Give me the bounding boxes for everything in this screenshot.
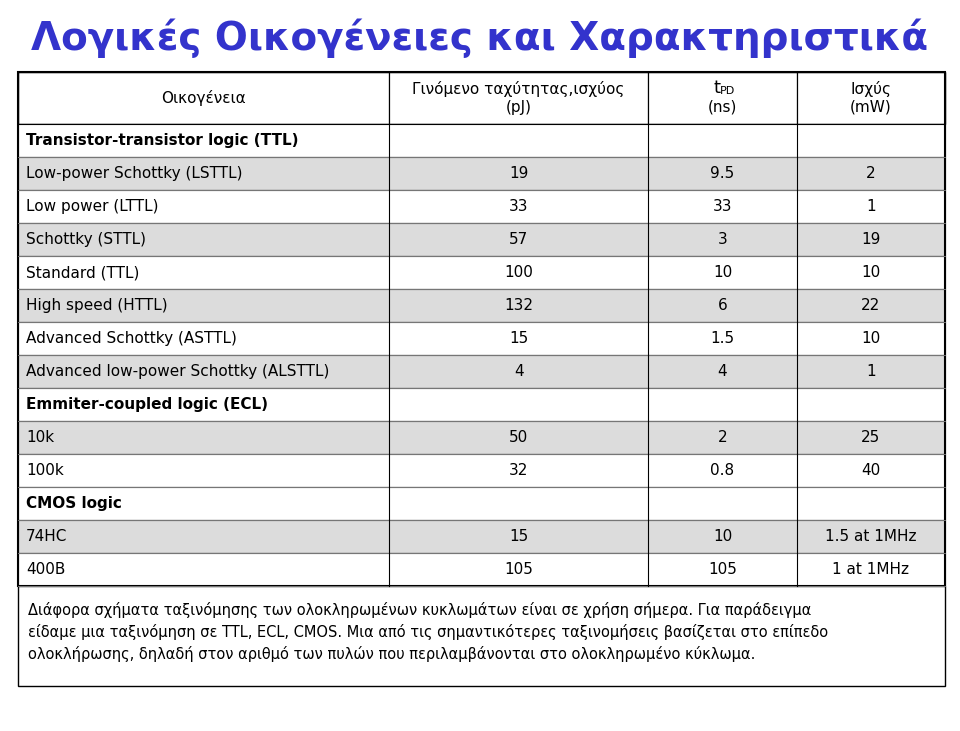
Text: 100: 100 (504, 265, 533, 280)
Text: 400B: 400B (26, 562, 65, 577)
Text: 1 at 1MHz: 1 at 1MHz (832, 562, 909, 577)
Bar (18, 421, 945, 454)
Bar (18, 454, 945, 487)
Text: 0.8: 0.8 (710, 463, 734, 478)
Bar (18, 355, 945, 388)
Bar (18, 256, 945, 289)
Text: 15: 15 (509, 331, 528, 346)
Bar (18, 553, 945, 586)
Text: 74HC: 74HC (26, 529, 67, 544)
Text: 40: 40 (861, 463, 880, 478)
Text: (ns): (ns) (708, 100, 737, 115)
Text: Schottky (STTL): Schottky (STTL) (26, 232, 146, 247)
Text: 1: 1 (866, 199, 876, 214)
Bar (18, 586, 945, 686)
Text: 15: 15 (509, 529, 528, 544)
Text: 105: 105 (504, 562, 533, 577)
Bar (18, 388, 945, 421)
Text: Λογικές Οικογένειες και Χαρακτηριστικά: Λογικές Οικογένειες και Χαρακτηριστικά (32, 18, 928, 58)
Text: 1.5 at 1MHz: 1.5 at 1MHz (825, 529, 917, 544)
Text: 3: 3 (718, 232, 728, 247)
Text: High speed (HTTL): High speed (HTTL) (26, 298, 168, 313)
Text: 10: 10 (713, 265, 732, 280)
Text: (mW): (mW) (850, 100, 892, 115)
Text: 57: 57 (509, 232, 528, 247)
Text: (pJ): (pJ) (506, 100, 532, 115)
Text: Γινόμενο ταχύτητας,ισχύος: Γινόμενο ταχύτητας,ισχύος (413, 81, 625, 97)
Text: Transistor-transistor logic (TTL): Transistor-transistor logic (TTL) (26, 133, 299, 148)
Text: Low-power Schottky (LSTTL): Low-power Schottky (LSTTL) (26, 166, 243, 181)
Text: 132: 132 (504, 298, 533, 313)
Bar (797, 72, 945, 124)
Bar (389, 72, 648, 124)
Text: 2: 2 (718, 430, 728, 445)
Text: Advanced low-power Schottky (ALSTTL): Advanced low-power Schottky (ALSTTL) (26, 364, 329, 379)
Text: 1.5: 1.5 (710, 331, 734, 346)
Text: 25: 25 (861, 430, 880, 445)
Bar (18, 157, 945, 190)
Bar (18, 322, 945, 355)
Text: 2: 2 (866, 166, 876, 181)
Text: 1: 1 (866, 364, 876, 379)
Bar (18, 124, 945, 157)
Text: Advanced Schottky (ASTTL): Advanced Schottky (ASTTL) (26, 331, 237, 346)
Text: 10k: 10k (26, 430, 54, 445)
Text: 50: 50 (509, 430, 528, 445)
Text: 9.5: 9.5 (710, 166, 734, 181)
Text: 33: 33 (712, 199, 732, 214)
Text: Low power (LTTL): Low power (LTTL) (26, 199, 158, 214)
Text: t: t (713, 79, 720, 96)
Text: 10: 10 (861, 265, 880, 280)
Text: Ισχύς: Ισχύς (851, 81, 891, 97)
Text: PD: PD (720, 86, 735, 96)
Bar (18, 520, 945, 553)
Text: 6: 6 (718, 298, 728, 313)
Text: 32: 32 (509, 463, 528, 478)
Text: ολοκλήρωσης, δηλαδή στον αριθμό των πυλών που περιλαμβάνονται στο ολοκληρωμένο κ: ολοκλήρωσης, δηλαδή στον αριθμό των πυλώ… (28, 646, 756, 662)
Text: 10: 10 (713, 529, 732, 544)
Bar (18, 72, 945, 124)
Text: είδαμε μια ταξινόμηση σε TTL, ECL, CMOS. Μια από τις σημαντικότερες ταξινομήσεις: είδαμε μια ταξινόμηση σε TTL, ECL, CMOS.… (28, 624, 828, 640)
Bar (18, 487, 945, 520)
Text: Διάφορα σχήματα ταξινόμησης των ολοκληρωμένων κυκλωμάτων είναι σε χρήση σήμερα. : Διάφορα σχήματα ταξινόμησης των ολοκληρω… (28, 602, 811, 618)
Text: 19: 19 (509, 166, 528, 181)
Bar (18, 72, 945, 586)
Text: 4: 4 (718, 364, 728, 379)
Text: Οικογένεια: Οικογένεια (161, 90, 246, 106)
Bar (18, 223, 945, 256)
Bar (648, 72, 797, 124)
Text: 33: 33 (509, 199, 528, 214)
Text: Standard (TTL): Standard (TTL) (26, 265, 139, 280)
Text: 100k: 100k (26, 463, 63, 478)
Bar (18, 72, 389, 124)
Text: 22: 22 (861, 298, 880, 313)
Text: 105: 105 (708, 562, 737, 577)
Bar (18, 190, 945, 223)
Text: Emmiter-coupled logic (ECL): Emmiter-coupled logic (ECL) (26, 397, 268, 412)
Text: 4: 4 (514, 364, 523, 379)
Text: CMOS logic: CMOS logic (26, 496, 122, 511)
Bar (18, 289, 945, 322)
Text: 10: 10 (861, 331, 880, 346)
Text: 19: 19 (861, 232, 880, 247)
